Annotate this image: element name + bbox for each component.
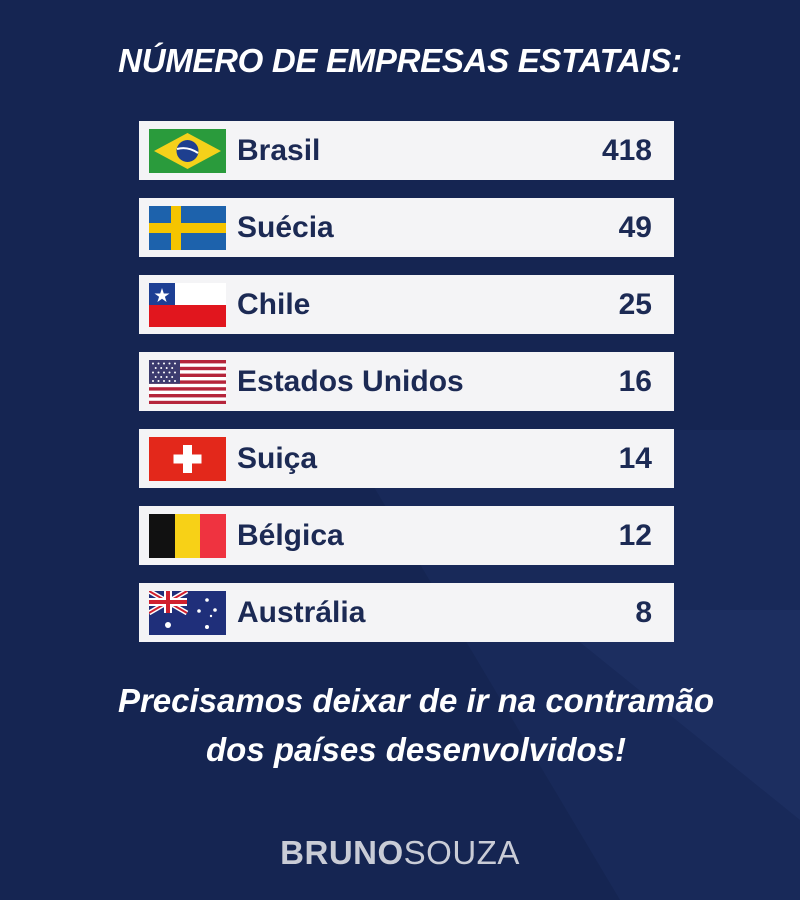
list-item: Suiça 14 [139,429,674,488]
brazil-flag-icon [149,129,226,173]
company-count: 14 [618,442,652,475]
company-count: 25 [618,288,652,321]
brand-first-name: BRUNO [280,834,404,871]
brand-last-name: SOUZA [403,834,520,871]
company-count: 418 [601,134,652,167]
country-name: Austrália [237,596,366,629]
chile-flag-icon [149,283,226,327]
page-title: NÚMERO DE EMPRESAS ESTATAIS: [118,42,682,79]
list-item: Suécia 49 [139,198,674,257]
list-item: Austrália 8 [139,583,674,642]
company-count: 8 [635,596,652,629]
country-name: Brasil [237,134,321,167]
list-item: Bélgica 12 [139,506,674,565]
country-name: Estados Unidos [237,365,464,398]
australia-flag-icon [149,591,226,635]
company-count: 16 [618,365,652,398]
usa-flag-icon [149,360,226,404]
tagline: Precisamos deixar de ir na contramão dos… [0,676,800,774]
list-item: Chile 25 [139,275,674,334]
country-name: Bélgica [237,519,344,552]
country-name: Suiça [237,442,318,475]
belgium-flag-icon [149,514,226,558]
sweden-flag-icon [149,206,226,250]
company-count: 12 [618,519,652,552]
list-item: Brasil 418 [139,121,674,180]
list-item: Estados Unidos 16 [139,352,674,411]
country-name: Suécia [237,211,334,244]
company-count: 49 [618,211,652,244]
country-name: Chile [237,288,311,321]
tagline-line-2: dos países desenvolvidos! [206,731,626,768]
tagline-line-1: Precisamos deixar de ir na contramão [117,682,715,719]
switzerland-flag-icon [149,437,226,481]
brand-logo: BRUNOSOUZA [0,834,800,872]
